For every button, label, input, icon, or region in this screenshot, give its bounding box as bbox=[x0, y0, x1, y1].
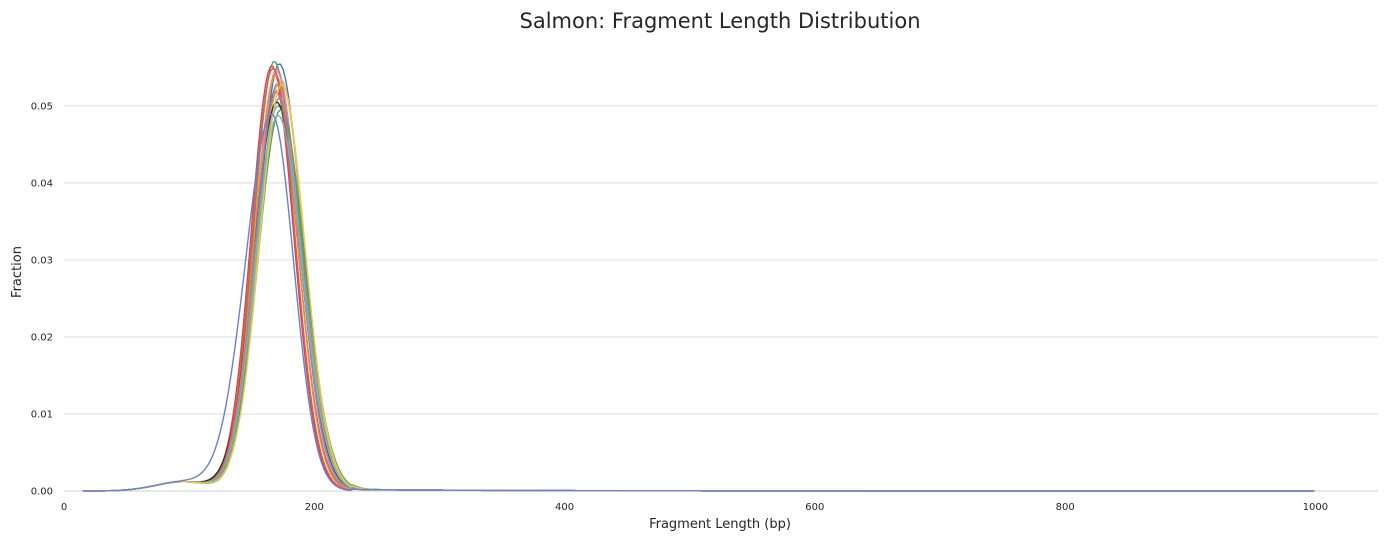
x-tick-label: 1000 bbox=[1303, 502, 1328, 513]
series-lines bbox=[82, 61, 1315, 492]
y-tick-label: 0.04 bbox=[31, 178, 53, 189]
y-axis-label: Fraction bbox=[10, 246, 25, 298]
x-tick-label: 800 bbox=[1056, 502, 1075, 513]
series-line-14 bbox=[82, 109, 1315, 492]
series-line-18 bbox=[82, 113, 1315, 492]
y-tick-label: 0.02 bbox=[31, 332, 53, 343]
y-tick-label: 0.03 bbox=[31, 255, 53, 266]
y-axis-ticks: 0.00 0.01 0.02 0.03 0.04 0.05 bbox=[31, 101, 53, 497]
x-axis-label: Fragment Length (bp) bbox=[649, 517, 791, 532]
series-line-12 bbox=[82, 74, 1315, 492]
grid-lines bbox=[64, 105, 1378, 415]
x-tick-label: 0 bbox=[61, 502, 67, 513]
y-tick-label: 0.00 bbox=[31, 487, 53, 498]
x-axis-ticks: 0 200 400 600 800 1000 bbox=[61, 502, 1328, 513]
y-tick-label: 0.05 bbox=[31, 101, 53, 112]
y-tick-label: 0.01 bbox=[31, 409, 53, 420]
x-tick-label: 600 bbox=[805, 502, 824, 513]
x-tick-label: 200 bbox=[305, 502, 324, 513]
chart-title: Salmon: Fragment Length Distribution bbox=[520, 9, 921, 33]
x-tick-label: 400 bbox=[555, 502, 574, 513]
